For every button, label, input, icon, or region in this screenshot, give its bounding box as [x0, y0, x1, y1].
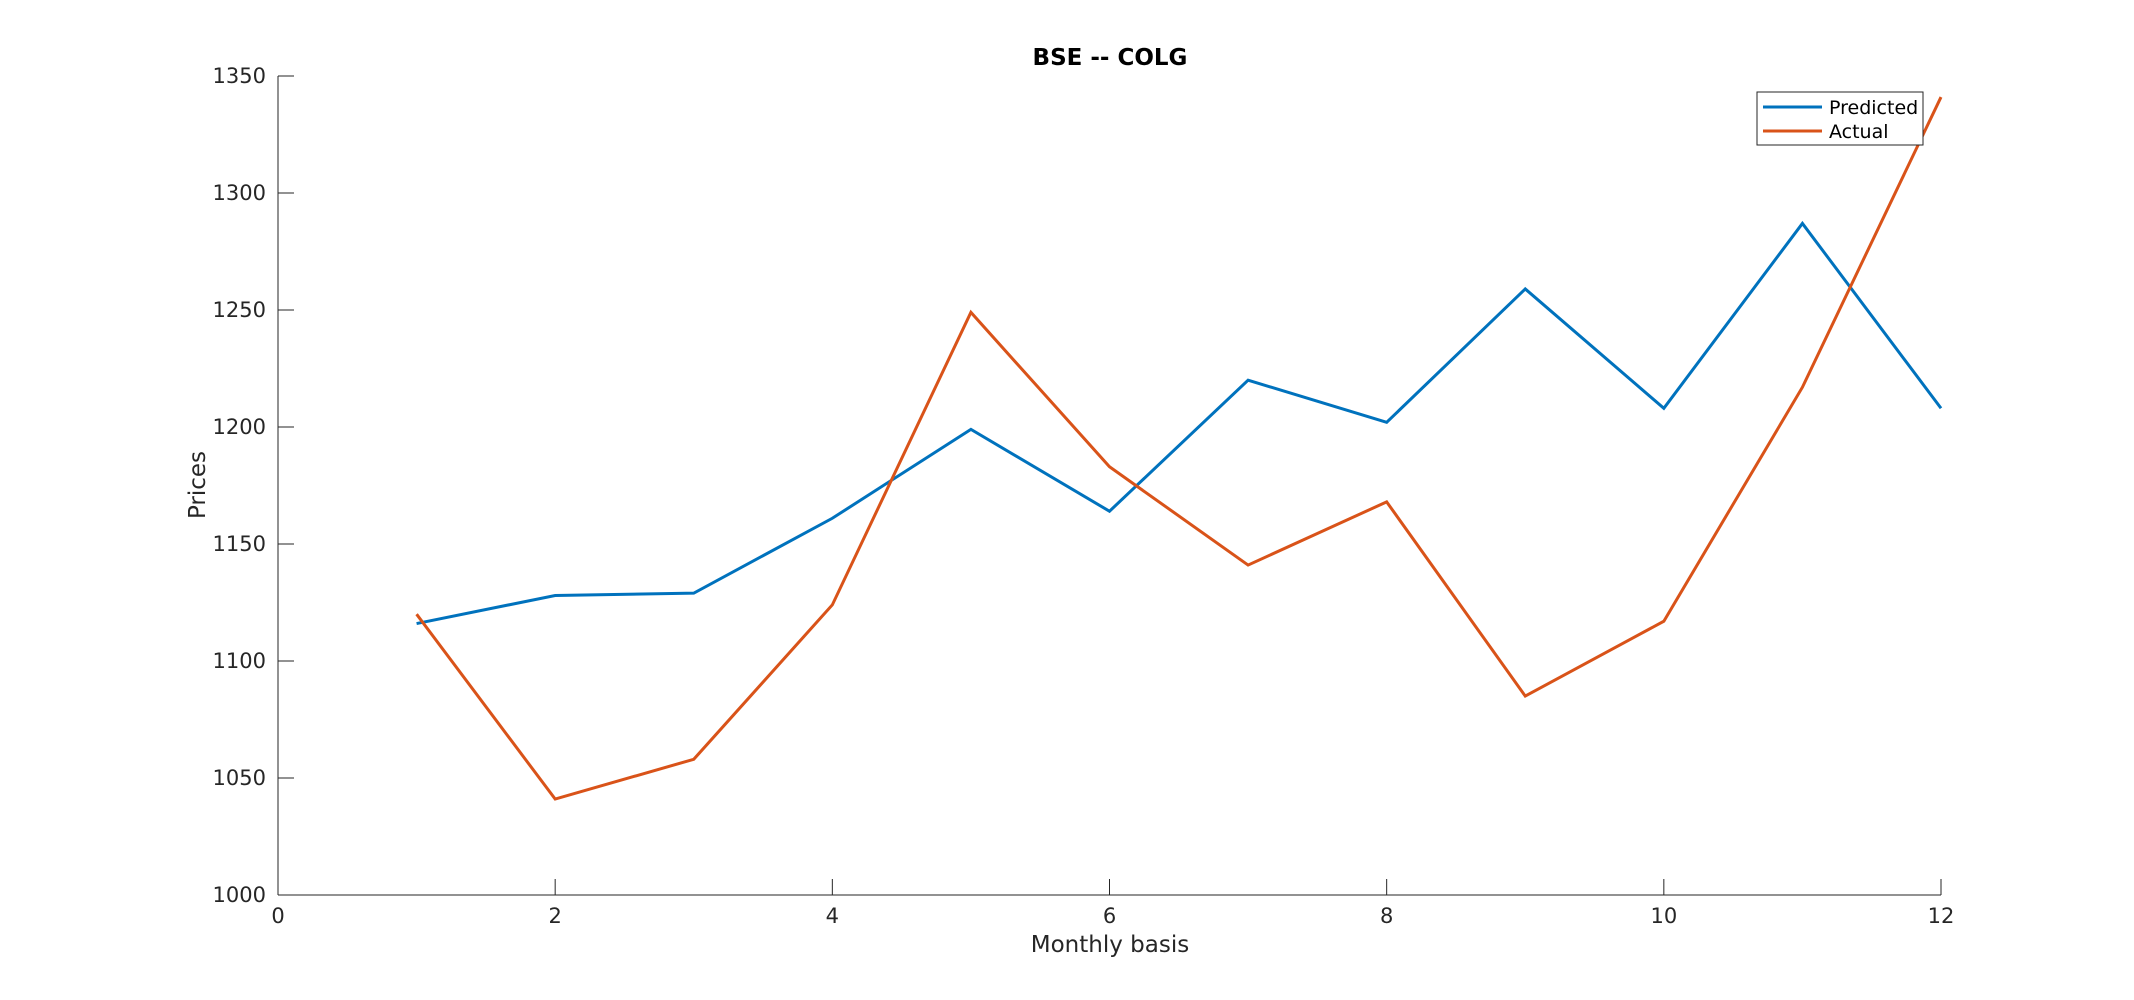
x-axis-label: Monthly basis — [1031, 932, 1189, 958]
y-tick-label: 1000 — [213, 883, 266, 907]
y-tick-label: 1300 — [213, 181, 266, 205]
series-line-predicted — [416, 220, 1943, 626]
y-tick-label: 1350 — [213, 64, 266, 88]
legend: Predicted Actual — [1756, 91, 1924, 146]
x-tick-label: 8 — [1380, 904, 1393, 928]
x-tick-label: 12 — [1928, 904, 1955, 928]
x-tick-label: 6 — [1103, 904, 1116, 928]
x-tick-label: 2 — [548, 904, 561, 928]
y-axis-label: Prices — [185, 451, 211, 519]
y-tick-label: 1200 — [213, 415, 266, 439]
x-tick-label: 4 — [826, 904, 839, 928]
y-tick-label: 1050 — [213, 766, 266, 790]
y-tick-label: 1100 — [213, 649, 266, 673]
legend-label-predicted: Predicted — [1829, 97, 1918, 119]
y-tick-label: 1150 — [213, 532, 266, 556]
axes: 0 2 4 6 8 10 12 1000 1050 1100 1150 1200 1250 1300 135… — [213, 64, 1955, 928]
series-group — [415, 96, 1943, 801]
x-tick-label: 10 — [1650, 904, 1677, 928]
legend-label-actual: Actual — [1829, 121, 1889, 143]
chart-title: BSE -- COLG — [1033, 45, 1188, 71]
legend-box — [1756, 91, 1924, 146]
x-tick-label: 0 — [271, 904, 284, 928]
series-line-actual — [415, 96, 1943, 801]
y-tick-label: 1250 — [213, 298, 266, 322]
